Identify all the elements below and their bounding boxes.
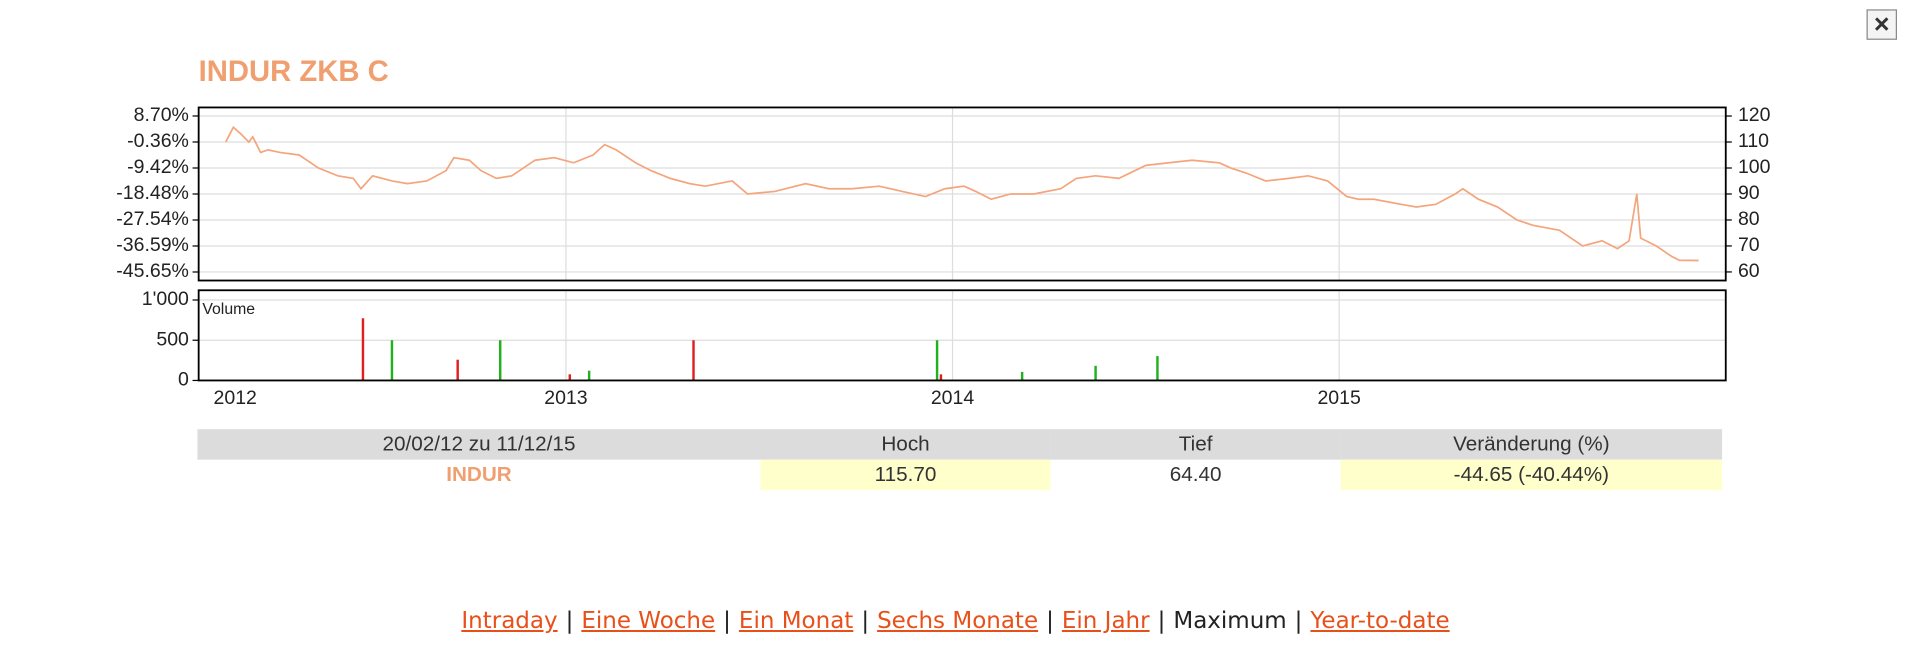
price-line <box>224 125 1699 262</box>
y2-tick-label: -36.59% <box>116 234 189 256</box>
volume-bar <box>568 374 572 381</box>
table-cell: INDUR <box>446 463 512 486</box>
y-tick-label: 0 <box>178 369 189 391</box>
x-tick-label: 2012 <box>214 387 257 409</box>
nav-separator: | <box>861 608 870 634</box>
nav-separator: | <box>1294 608 1303 634</box>
table-header-cell <box>1340 429 1723 460</box>
y-tick-label: 80 <box>1738 208 1760 230</box>
period-nav: Intraday | Eine Woche | Ein Monat | Sechs Mona… <box>0 608 1911 634</box>
table-cell-highlight <box>760 459 1051 491</box>
table-cell: 64.40 <box>1170 463 1222 486</box>
volume-label: Volume <box>202 301 255 318</box>
chart-title: INDUR ZKB C <box>199 56 389 88</box>
volume-bar <box>939 374 943 381</box>
table-cell-highlight <box>1340 459 1723 491</box>
table-header-cell <box>197 429 761 460</box>
nav-link[interactable]: Ein Jahr <box>1061 608 1150 634</box>
volume-bar <box>390 340 394 381</box>
volume-bar <box>1156 356 1159 381</box>
x-tick-label: 2015 <box>1317 387 1361 409</box>
y2-tick-label: -9.42% <box>127 156 189 178</box>
nav-separator: | <box>565 608 574 634</box>
volume-bar <box>692 340 695 381</box>
close-button[interactable] <box>1866 9 1897 40</box>
y2-tick-label: 8.70% <box>134 104 189 126</box>
table-header-text: Veränderung (%) <box>1453 433 1610 456</box>
y-tick-label: 120 <box>1738 104 1771 126</box>
y-tick-label: 1'000 <box>142 288 189 310</box>
volume-bar <box>587 370 591 381</box>
y2-tick-label: -18.48% <box>116 182 189 204</box>
nav-link[interactable]: Eine Woche <box>581 608 716 634</box>
nav-separator: | <box>723 608 731 634</box>
y-tick-label: 100 <box>1738 156 1771 178</box>
y-tick-label: 500 <box>156 328 189 350</box>
nav-separator: | <box>1046 608 1054 634</box>
close-icon[interactable]: × <box>1874 9 1890 39</box>
table-header-cell <box>760 429 1051 460</box>
plot-frame <box>197 106 1727 282</box>
x-tick-label: 2014 <box>931 387 975 409</box>
table-header-text: Hoch <box>881 433 929 456</box>
volume-bar <box>1020 371 1024 381</box>
volume-bar <box>1094 365 1097 381</box>
nav-link[interactable]: Sechs Monate <box>877 608 1039 634</box>
y-tick-label: 70 <box>1738 234 1760 256</box>
volume-bar <box>498 340 502 381</box>
nav-link[interactable]: Year-to-date <box>1310 608 1450 634</box>
y-tick-label: 90 <box>1738 182 1760 204</box>
volume-bar <box>456 359 459 381</box>
y2-tick-label: -45.65% <box>116 260 189 282</box>
table-header-cell <box>1050 429 1341 460</box>
nav-link[interactable]: Intraday <box>461 608 558 634</box>
y-tick-label: 60 <box>1738 260 1760 282</box>
nav-current: Maximum <box>1173 608 1287 634</box>
table-header-text: 20/02/12 zu 11/12/15 <box>382 433 575 456</box>
table-header-text: Tief <box>1179 433 1213 456</box>
volume-bar <box>935 340 939 381</box>
table-cell: 115.70 <box>875 463 937 486</box>
volume-bar <box>361 318 365 381</box>
nav-link[interactable]: Ein Monat <box>738 608 854 634</box>
x-tick-label: 2013 <box>544 387 587 409</box>
y-tick-label: 110 <box>1738 130 1769 152</box>
table-cell: -44.65 (-40.44%) <box>1454 463 1609 486</box>
plot-frame <box>197 289 1727 382</box>
nav-separator: | <box>1157 608 1166 634</box>
y2-tick-label: -0.36% <box>127 130 189 152</box>
y2-tick-label: -27.54% <box>116 208 189 230</box>
